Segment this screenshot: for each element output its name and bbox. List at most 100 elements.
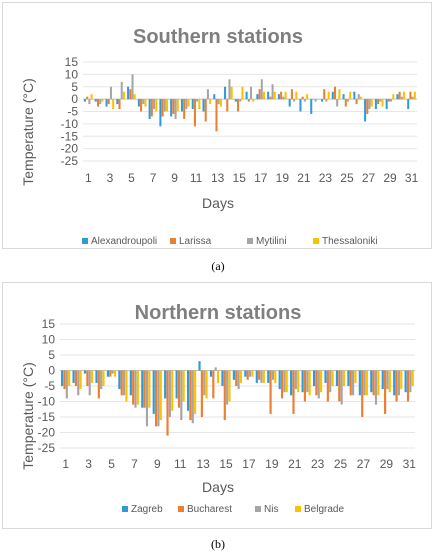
bar bbox=[381, 99, 384, 107]
bar bbox=[200, 370, 203, 417]
x-tick-label: 17 bbox=[242, 457, 256, 471]
legend: Alexandroupoli Larissa Mytilini Thessalonik… bbox=[82, 236, 378, 247]
x-tick-label: 3 bbox=[85, 457, 92, 471]
bar bbox=[219, 99, 222, 107]
legend-entry: Belgrade bbox=[304, 504, 344, 515]
bar bbox=[392, 94, 395, 100]
bar bbox=[324, 370, 327, 383]
bar bbox=[142, 99, 145, 105]
bar bbox=[340, 370, 343, 405]
bar bbox=[280, 91, 283, 100]
x-tick-label: 7 bbox=[150, 171, 157, 185]
bar bbox=[118, 99, 121, 110]
bar bbox=[166, 99, 169, 112]
bar bbox=[74, 370, 77, 386]
bar bbox=[196, 99, 199, 102]
bar bbox=[133, 94, 136, 100]
bar bbox=[314, 99, 317, 102]
bar bbox=[215, 99, 218, 132]
bar bbox=[364, 99, 367, 122]
bar bbox=[198, 99, 201, 110]
bar bbox=[170, 99, 173, 117]
bar bbox=[224, 86, 227, 100]
bar bbox=[295, 91, 298, 100]
bar bbox=[299, 99, 302, 112]
y-tick-label: -5 bbox=[44, 379, 55, 393]
bar bbox=[204, 99, 207, 122]
y-tick-label: 5 bbox=[48, 348, 55, 362]
bar bbox=[100, 370, 103, 390]
bar bbox=[258, 89, 261, 100]
bar bbox=[278, 370, 281, 390]
bar bbox=[400, 96, 403, 100]
bar bbox=[273, 91, 276, 100]
bar bbox=[292, 370, 295, 414]
y-tick-label: -15 bbox=[61, 129, 79, 143]
bar bbox=[277, 94, 280, 100]
x-tick-label: 19 bbox=[276, 171, 290, 185]
bar bbox=[148, 370, 151, 408]
bar bbox=[90, 94, 93, 100]
bar bbox=[393, 370, 396, 396]
bar bbox=[120, 370, 123, 396]
bar bbox=[193, 99, 196, 127]
bar bbox=[105, 99, 108, 107]
bar bbox=[247, 99, 250, 102]
bar bbox=[111, 370, 114, 374]
y-tick-label: 10 bbox=[42, 333, 56, 347]
bar bbox=[301, 96, 304, 100]
x-tick-label: 21 bbox=[297, 171, 311, 185]
bar bbox=[209, 99, 212, 105]
bar bbox=[166, 370, 169, 436]
bar bbox=[129, 89, 132, 100]
x-tick-label: 25 bbox=[334, 457, 348, 471]
bar bbox=[411, 96, 414, 100]
caption-b: (b) bbox=[211, 537, 225, 551]
bar bbox=[183, 99, 186, 119]
bar bbox=[400, 370, 403, 390]
bar bbox=[134, 370, 137, 408]
y-tick-label: -20 bbox=[61, 142, 79, 156]
bar bbox=[63, 370, 66, 390]
bar bbox=[386, 370, 389, 390]
y-tick-label: -10 bbox=[61, 117, 79, 131]
bar bbox=[342, 370, 346, 386]
legend-swatch bbox=[295, 506, 301, 512]
bar bbox=[406, 370, 410, 402]
bar bbox=[234, 99, 237, 102]
bar bbox=[232, 370, 235, 380]
bar bbox=[370, 99, 373, 107]
bar bbox=[321, 99, 324, 102]
bar bbox=[344, 99, 347, 107]
bar bbox=[357, 94, 360, 100]
bar bbox=[148, 99, 151, 119]
bar bbox=[297, 370, 300, 393]
y-tick-label: -10 bbox=[38, 395, 56, 409]
legend-entry: Larissa bbox=[179, 236, 212, 247]
bar bbox=[326, 370, 329, 402]
legend-entry: Zagreb bbox=[131, 504, 163, 515]
x-tick-label: 29 bbox=[380, 457, 394, 471]
x-tick-label: 15 bbox=[219, 457, 233, 471]
y-axis-title: Temperature (°C) bbox=[20, 78, 36, 186]
bar bbox=[388, 370, 391, 393]
bar bbox=[118, 370, 121, 390]
bar bbox=[368, 99, 371, 110]
bar bbox=[127, 86, 130, 100]
bar bbox=[352, 370, 355, 396]
bar bbox=[153, 99, 156, 110]
bar bbox=[312, 370, 316, 386]
y-tick-label: 10 bbox=[65, 67, 79, 81]
bar bbox=[65, 370, 68, 399]
bar bbox=[83, 99, 87, 102]
y-tick-label: 0 bbox=[71, 92, 78, 106]
x-tick-label: 7 bbox=[131, 457, 138, 471]
x-tick-label: 19 bbox=[265, 457, 279, 471]
bar bbox=[83, 370, 87, 374]
x-tick-label: 23 bbox=[319, 171, 333, 185]
bar bbox=[301, 370, 304, 393]
bar bbox=[122, 91, 125, 100]
bar bbox=[335, 370, 339, 386]
bar bbox=[267, 91, 270, 100]
